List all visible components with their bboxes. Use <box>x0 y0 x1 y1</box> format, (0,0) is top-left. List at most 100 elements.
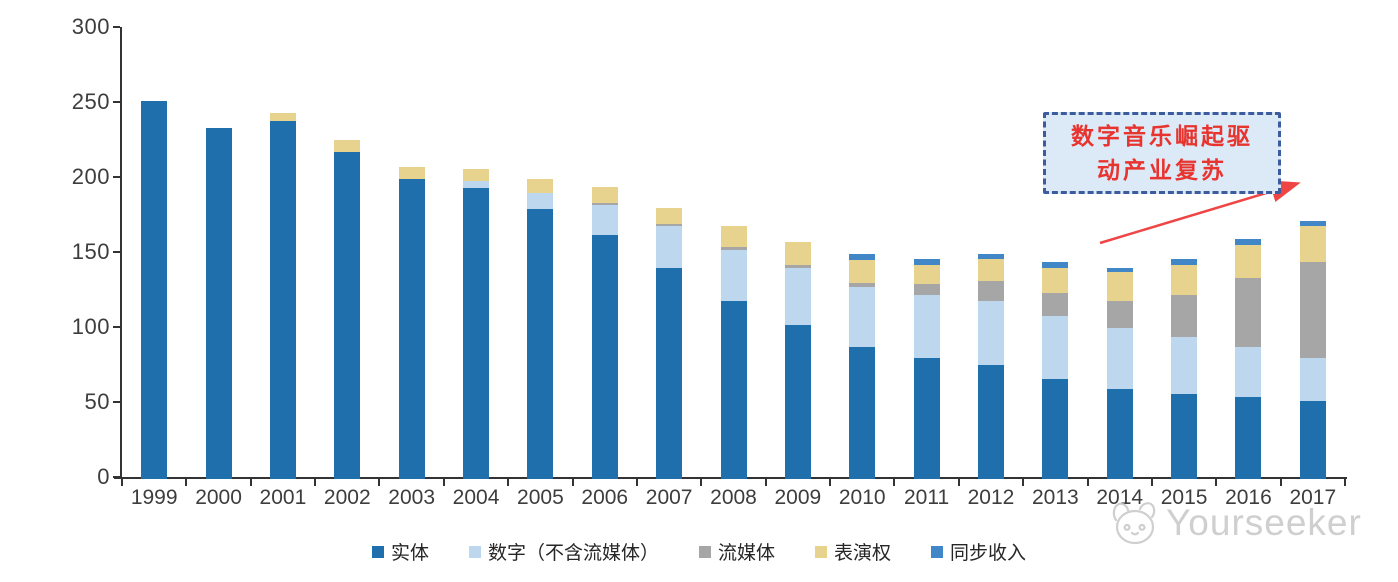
x-tick-label-2011: 2011 <box>904 486 950 509</box>
bar-segment-2014 <box>1106 327 1133 389</box>
bar-segment-2012 <box>977 281 1004 301</box>
bar-2013 <box>1042 261 1069 479</box>
bar-segment-2013 <box>1042 293 1069 316</box>
bar-segment-2007 <box>656 267 683 479</box>
bar-2016 <box>1235 239 1262 479</box>
y-tick-mark <box>113 401 120 403</box>
bar-segment-2011 <box>913 284 940 295</box>
bar-segment-2017 <box>1299 401 1326 479</box>
x-tick-label-2015: 2015 <box>1160 486 1208 509</box>
y-tick-label: 200 <box>71 164 110 189</box>
bar-2001 <box>269 113 296 479</box>
x-tick-label-2005: 2005 <box>517 486 564 509</box>
x-tick-label-2016: 2016 <box>1225 486 1272 509</box>
bar-segment-2003 <box>398 167 425 179</box>
x-tick-mark <box>507 479 510 486</box>
x-tick-mark <box>571 479 574 486</box>
bar-segment-2014 <box>1106 300 1133 328</box>
legend-item: 实体 <box>371 538 429 565</box>
bar-2011 <box>913 258 940 479</box>
bar-segment-2008 <box>720 249 747 301</box>
annotation-callout: 数字音乐崛起驱 动产业复苏 <box>1043 112 1281 194</box>
x-tick-mark <box>249 479 252 486</box>
bar-2010 <box>849 254 876 479</box>
y-tick-label: 50 <box>84 389 110 414</box>
x-tick-mark <box>635 479 638 486</box>
legend-item: 流媒体 <box>698 538 775 565</box>
y-tick-label: 100 <box>71 314 110 339</box>
bar-segment-2013 <box>1042 378 1069 479</box>
x-tick-mark <box>121 479 123 486</box>
bar-segment-2008 <box>720 225 747 247</box>
bar-2014 <box>1106 267 1133 479</box>
bar-2003 <box>398 167 425 479</box>
bar-2015 <box>1171 258 1198 479</box>
bar-segment-2001 <box>269 113 296 121</box>
legend-label: 表演权 <box>834 543 892 564</box>
x-tick-label-2013: 2013 <box>1031 486 1079 509</box>
x-tick-mark <box>185 479 188 486</box>
bar-segment-2007 <box>656 225 683 268</box>
cat-logo-icon <box>1112 502 1156 545</box>
x-tick-mark <box>1344 479 1346 486</box>
bar-segment-2013 <box>1042 261 1069 268</box>
x-tick-mark <box>1150 479 1153 486</box>
y-tick-label: 0 <box>97 464 110 489</box>
legend-item: 表演权 <box>815 538 891 565</box>
bar-segment-2005 <box>527 192 554 209</box>
bar-segment-2011 <box>913 258 940 265</box>
x-tick-label-2009: 2009 <box>774 486 822 509</box>
bar-segment-2010 <box>849 347 876 479</box>
y-tick-label: 300 <box>71 14 110 39</box>
y-tick-mark <box>113 176 120 178</box>
x-tick-label-2004: 2004 <box>452 486 500 509</box>
bar-segment-2010 <box>849 282 876 287</box>
x-tick-mark <box>1086 479 1089 486</box>
legend-label: 数字（不含流媒体） <box>487 543 659 564</box>
bar-2012 <box>977 254 1004 479</box>
bar-segment-2012 <box>977 300 1004 365</box>
y-tick-mark <box>113 476 120 478</box>
bar-segment-2016 <box>1235 245 1262 278</box>
bar-2009 <box>784 242 811 479</box>
y-tick-mark <box>113 326 120 328</box>
x-tick-label-1999: 1999 <box>130 486 178 509</box>
legend-label: 实体 <box>390 543 429 564</box>
x-tick-mark <box>1215 479 1218 486</box>
bar-segment-2007 <box>656 224 683 226</box>
x-tick-mark <box>1279 479 1282 486</box>
bar-segment-2013 <box>1042 267 1069 293</box>
bar-segment-2009 <box>784 324 811 479</box>
legend-swatch-icon <box>815 545 827 558</box>
legend-swatch-icon <box>698 545 711 558</box>
bar-segment-2006 <box>591 203 618 205</box>
bar-segment-2009 <box>784 264 811 268</box>
bar-2007 <box>656 207 683 479</box>
bar-segment-2010 <box>849 254 876 260</box>
x-tick-mark <box>829 479 832 486</box>
bar-segment-2007 <box>656 207 683 224</box>
bar-segment-2016 <box>1235 278 1262 347</box>
x-tick-label-2017: 2017 <box>1289 486 1337 509</box>
bar-2000 <box>205 128 232 479</box>
bar-segment-2002 <box>334 140 361 152</box>
bar-segment-2015 <box>1171 264 1198 295</box>
bar-segment-2013 <box>1042 315 1069 379</box>
bar-segment-2004 <box>463 180 490 188</box>
x-tick-label-2014: 2014 <box>1096 486 1144 509</box>
bar-segment-2011 <box>913 357 940 479</box>
bar-segment-2017 <box>1299 225 1326 262</box>
legend-item: 数字（不含流媒体） <box>468 538 659 565</box>
y-tick-label: 150 <box>71 239 110 264</box>
x-tick-mark <box>764 479 767 486</box>
bar-2008 <box>720 225 747 479</box>
legend-label: 同步收入 <box>950 543 1027 564</box>
bar-segment-2006 <box>591 234 618 479</box>
x-tick-mark <box>700 479 703 486</box>
bar-2006 <box>591 186 618 479</box>
bar-1999 <box>141 101 168 479</box>
bar-segment-2012 <box>977 254 1004 259</box>
bar-segment-2010 <box>849 260 876 283</box>
x-tick-label-2010: 2010 <box>838 486 886 509</box>
